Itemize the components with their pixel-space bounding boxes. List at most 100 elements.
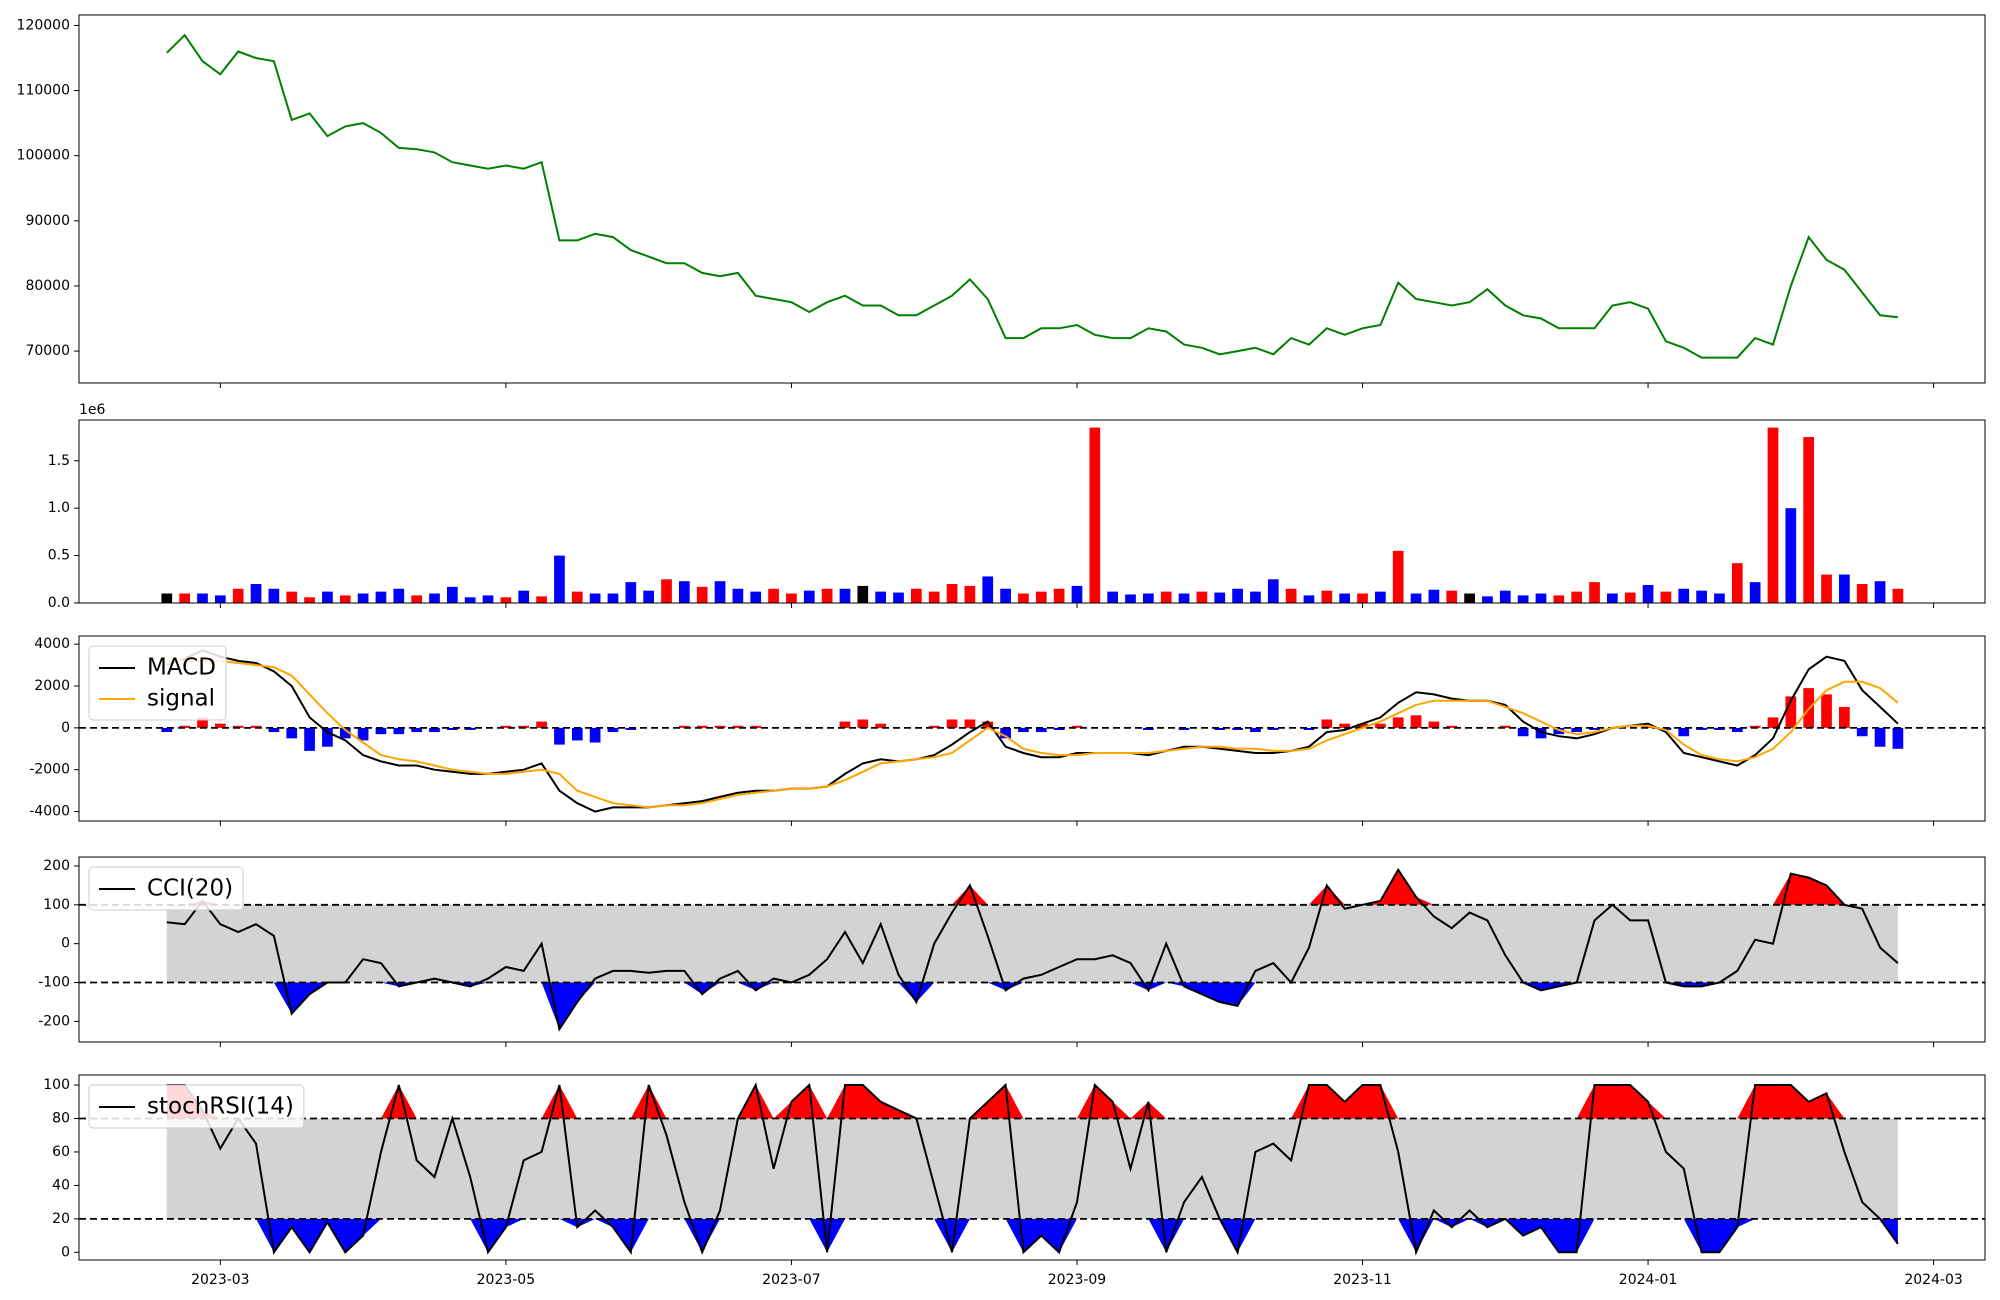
legend: CCI(20)	[88, 866, 244, 911]
histogram-bar	[982, 721, 994, 728]
histogram-bar	[411, 727, 423, 733]
volume-bar	[786, 593, 797, 603]
volume-bar	[1571, 591, 1583, 603]
histogram-bar	[1071, 725, 1083, 728]
x-tick-label: 2024-01	[1619, 1272, 1678, 1288]
volume-bar	[1714, 593, 1725, 603]
histogram-bar	[1499, 725, 1511, 728]
legend: stochRSI(14)	[88, 1084, 305, 1129]
histogram-bar	[357, 727, 369, 741]
y-tick-label: 100000	[17, 148, 70, 164]
volume-bar	[1392, 550, 1404, 603]
legend-label: stochRSI(14)	[147, 1094, 294, 1120]
y-tick-label: 1.5	[48, 453, 70, 469]
volume-bar	[286, 591, 298, 603]
volume-bar	[554, 555, 565, 603]
histogram-bar	[750, 725, 762, 728]
histogram-bar	[1839, 706, 1850, 728]
volume-bar	[803, 590, 815, 603]
legend: MACD signal	[88, 645, 227, 721]
y-tick-label: 110000	[17, 83, 70, 99]
histogram-bar	[250, 725, 262, 728]
y-tick-label: 80	[52, 1110, 70, 1126]
volume-bar	[571, 591, 583, 603]
histogram-bar	[464, 727, 476, 730]
volume-bar	[1892, 588, 1904, 603]
histogram-bar	[500, 725, 512, 728]
volume-bar	[1767, 427, 1779, 603]
histogram-bar	[536, 721, 547, 728]
volume-bar	[1071, 585, 1083, 603]
histogram-bar	[678, 725, 690, 728]
axes-frame	[78, 635, 1986, 822]
volume-bar	[1267, 579, 1279, 603]
histogram-bar	[1767, 717, 1779, 728]
histogram-bar	[1214, 727, 1226, 730]
volume-bar	[1018, 593, 1029, 603]
histogram-bar	[589, 727, 601, 743]
legend-label: MACD	[147, 655, 216, 681]
x-tick-label: 2023-03	[191, 1272, 250, 1288]
price-line	[166, 33, 1899, 359]
volume-bar	[1589, 582, 1600, 603]
y-tick-label: -200	[38, 1013, 70, 1029]
volume-bar	[464, 597, 476, 603]
y-tick-label: 0.5	[48, 548, 70, 564]
volume-bar	[1517, 595, 1529, 603]
histogram-bar	[1375, 723, 1386, 728]
histogram-bar	[304, 727, 315, 751]
y-tick-label: 0	[61, 1244, 70, 1260]
volume-bar	[1749, 582, 1761, 603]
histogram-bar	[1053, 727, 1065, 730]
neutral-band	[166, 904, 1898, 983]
volume-bar	[339, 595, 351, 603]
volume-bar	[1553, 595, 1565, 603]
volume-bar	[411, 595, 423, 603]
legend-label: signal	[147, 686, 215, 712]
y-tick-label: 0	[61, 936, 70, 952]
histogram-bar	[1321, 719, 1333, 728]
y-tick-label: 4000	[34, 636, 70, 652]
volume-bar	[268, 588, 280, 603]
histogram-bar	[393, 727, 405, 735]
y-tick-label: -100	[38, 975, 70, 991]
y-tick-label: 0.0	[48, 595, 70, 611]
histogram-bar	[1892, 727, 1904, 749]
histogram-bar	[839, 721, 851, 728]
volume-bar	[304, 597, 315, 603]
legend-box	[88, 1084, 305, 1129]
volume-bar	[1785, 508, 1797, 603]
volume-bar	[732, 588, 744, 603]
y-tick-label: 80000	[25, 278, 70, 294]
volume-bar	[429, 593, 440, 603]
volume-bar	[232, 588, 244, 603]
histogram-bar	[554, 727, 565, 745]
x-tick-label: 2023-11	[1333, 1272, 1392, 1288]
histogram-bar	[1856, 727, 1868, 737]
volume-bar	[1143, 593, 1154, 603]
histogram-bar	[1821, 694, 1832, 728]
volume-bar	[1250, 591, 1261, 603]
volume-bar	[1499, 590, 1511, 603]
volume-bar	[393, 588, 405, 603]
histogram-bar	[1250, 727, 1261, 733]
y-tick-label: 2000	[34, 678, 70, 694]
volume-bar	[161, 593, 173, 603]
volume-bar	[536, 596, 547, 603]
volume-bar	[839, 588, 851, 603]
volume-bar	[1321, 590, 1333, 603]
y-tick-label: 120000	[17, 17, 70, 33]
volume-bar	[179, 593, 191, 603]
volume-bar	[214, 595, 226, 603]
volume-bar	[928, 591, 940, 603]
volume-bar	[589, 593, 601, 603]
volume-bar	[1178, 593, 1190, 603]
histogram-bar	[286, 727, 298, 739]
histogram-bar	[732, 725, 744, 728]
histogram-bar	[1696, 727, 1707, 730]
histogram-bar	[1143, 727, 1154, 730]
volume-bar	[1660, 591, 1672, 603]
histogram-bar	[179, 725, 191, 728]
volume-bar	[768, 588, 779, 603]
